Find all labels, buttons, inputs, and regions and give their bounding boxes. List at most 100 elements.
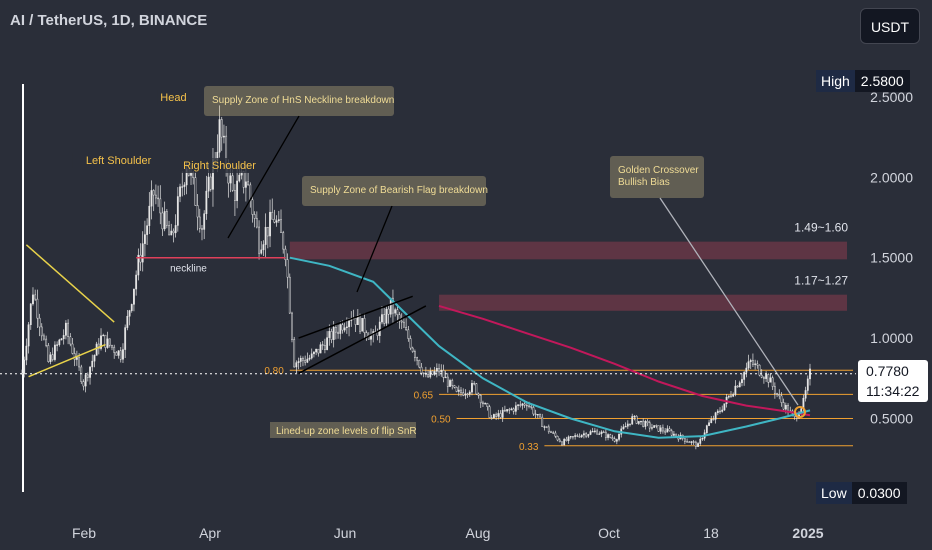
high-value: 2.5800 (860, 73, 904, 89)
candle-body (104, 334, 107, 348)
supply-zone (439, 294, 847, 311)
candle-body (403, 321, 405, 328)
candle-body (637, 421, 640, 424)
candle-body (383, 314, 386, 324)
candle-body (207, 176, 210, 192)
candle-body (381, 314, 383, 323)
x-tick-label: Aug (466, 525, 491, 541)
golden-crossover-note-text: Bullish Bias (618, 177, 670, 188)
candle-body (234, 190, 236, 201)
candle-body (457, 389, 460, 392)
candle-body (462, 392, 465, 396)
candle-body (528, 405, 530, 407)
candle-body (291, 312, 293, 340)
triangle-lower-line (28, 343, 106, 378)
candle-body (776, 393, 778, 395)
candle-body (409, 338, 412, 349)
candle-body (157, 197, 159, 200)
candle-body (71, 343, 74, 354)
candle-body (269, 211, 271, 237)
candle-body (506, 409, 509, 412)
candle-body (174, 225, 177, 234)
golden-crossover-note-box (610, 156, 704, 198)
candle-body (598, 433, 601, 435)
candle-body (765, 374, 768, 379)
candle-body (139, 254, 142, 263)
candle-body (323, 345, 326, 350)
candle-body (172, 230, 175, 234)
left-shoulder-label: Left Shoulder (86, 155, 152, 167)
candle-body (477, 393, 480, 396)
candle-body (438, 368, 440, 373)
bar-countdown: 11:34:22 (866, 383, 920, 399)
candle-body (141, 243, 144, 263)
candle-body (692, 441, 695, 443)
candle-body (550, 431, 552, 433)
candle-body (490, 417, 493, 419)
candle-body (144, 234, 146, 244)
last-price-box: 0.7780 11:34:22 (858, 360, 928, 402)
candle-body (455, 387, 458, 392)
golden-cross-marker (794, 406, 806, 418)
head-label-bg (157, 90, 190, 105)
candle-body (626, 423, 629, 427)
candle-body (464, 393, 467, 396)
y-tick-label: 1.5000 (870, 250, 913, 266)
candle-body (552, 432, 555, 434)
candle-body (547, 426, 550, 433)
candle-body (673, 433, 675, 436)
candle-body (181, 186, 184, 188)
candle-body (64, 322, 67, 336)
candle-body (721, 409, 724, 412)
last-price-value: 0.7780 (866, 363, 909, 379)
candle-body (170, 230, 173, 236)
flip-level-label: 0.65 (414, 390, 434, 401)
flag-supply-note-pointer (356, 205, 393, 293)
candle-body (749, 360, 752, 362)
candle-body (501, 409, 504, 418)
candle-body (40, 326, 43, 337)
left-shoulder-label-bg (72, 153, 165, 168)
candle-body (45, 338, 48, 346)
candle-body (719, 410, 721, 413)
candle-body (558, 439, 561, 443)
candle-body (659, 427, 662, 432)
candle-body (523, 403, 526, 406)
candle-body (113, 346, 116, 353)
flag-supply-note-box (302, 176, 486, 206)
candle-body (615, 439, 618, 442)
candle-body (624, 425, 627, 428)
candle-body (453, 385, 456, 388)
x-tick-label: Jun (334, 525, 357, 541)
candle-body (293, 339, 296, 368)
candle-body (723, 403, 726, 411)
candle-body (517, 404, 519, 406)
candle-body (525, 404, 528, 407)
candle-body (499, 413, 502, 418)
candle-body (317, 348, 320, 354)
candle-body (302, 358, 304, 361)
candle-body (769, 377, 772, 383)
currency-button[interactable]: USDT (860, 8, 920, 44)
candle-body (510, 408, 513, 411)
candle-body (600, 431, 603, 435)
candle-body (488, 406, 491, 418)
candle-body (361, 318, 364, 332)
low-label: Low (816, 482, 852, 504)
candle-body (183, 184, 186, 187)
candle-body (495, 414, 498, 417)
candle-body (648, 422, 651, 429)
candle-body (653, 425, 656, 428)
candle-body (198, 216, 201, 229)
candle-body (275, 220, 278, 223)
candle-body (218, 119, 221, 153)
candle-body (642, 420, 645, 427)
candle-body (618, 434, 620, 440)
candle-body (756, 363, 759, 366)
candle-body (784, 405, 787, 410)
candle-body (662, 427, 664, 432)
candle-body (297, 361, 300, 363)
candle-body (108, 338, 111, 346)
